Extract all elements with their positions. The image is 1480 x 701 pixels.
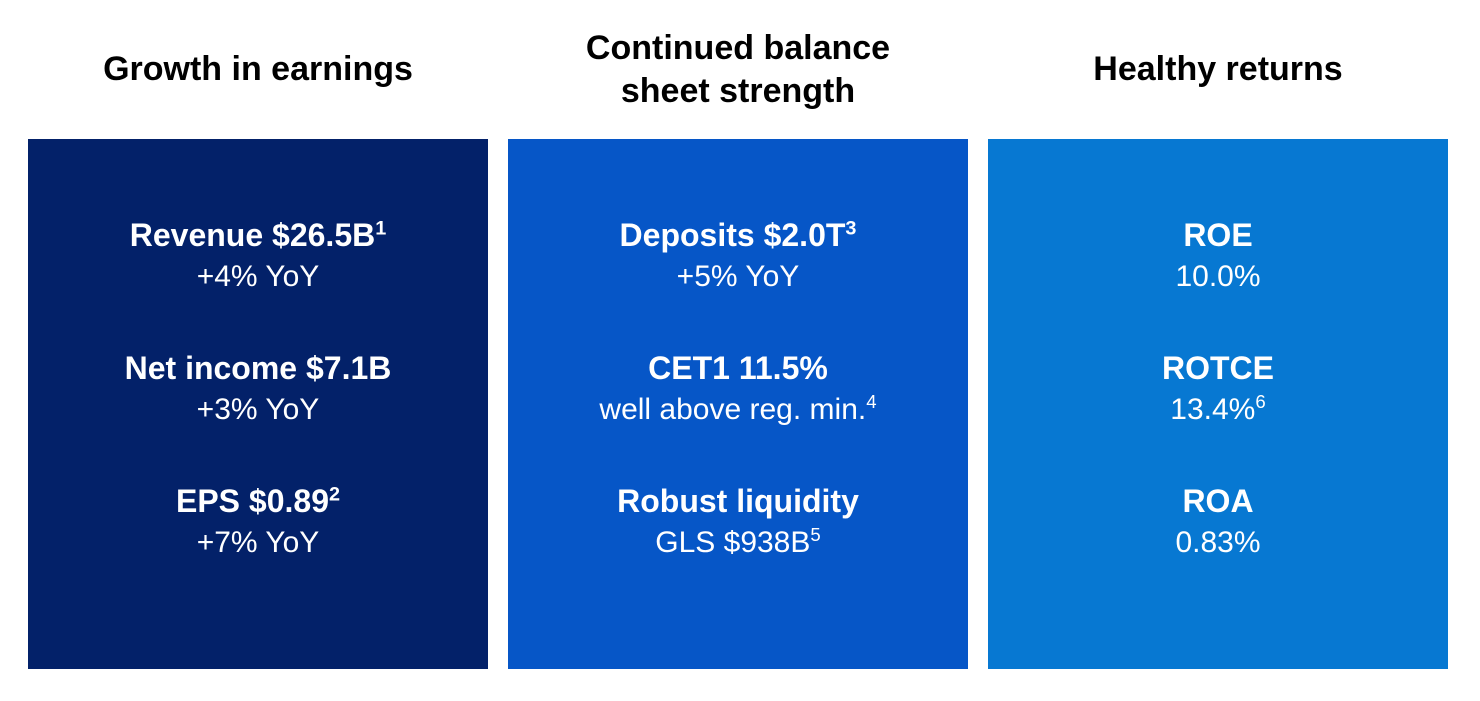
heading-growth-in-earnings: Growth in earnings — [28, 0, 488, 139]
metric-roe-title: ROE — [1175, 215, 1260, 257]
heading-line: Healthy returns — [1093, 50, 1343, 89]
metric-roa: ROA 0.83% — [1175, 481, 1260, 562]
metric-subtitle-text: +5% YoY — [676, 259, 800, 293]
heading-line: Continued balance — [585, 28, 891, 67]
metrics-box-balance-sheet-strength: Deposits $2.0T3 +5% YoY CET1 11.5% well … — [508, 139, 968, 669]
column-growth-in-earnings: Growth in earnings Revenue $26.5B1 +4% Y… — [28, 0, 488, 669]
metric-eps: EPS $0.892 +7% YoY — [176, 481, 340, 562]
metric-title-text: Net income $7.1B — [124, 350, 392, 387]
metric-deposits-title: Deposits $2.0T3 — [620, 215, 857, 257]
metric-subtitle-text: +3% YoY — [196, 392, 320, 426]
metric-title-text: ROE — [1183, 217, 1253, 253]
metric-roa-title: ROA — [1175, 481, 1260, 523]
metric-subtitle-text: GLS $938B — [655, 525, 811, 559]
column-balance-sheet-strength: Continued balance sheet strength Deposit… — [508, 0, 968, 669]
footnote-marker: 6 — [1255, 390, 1266, 412]
metric-roa-subtitle: 0.83% — [1175, 523, 1260, 563]
metric-subtitle-text: 10.0% — [1175, 259, 1261, 293]
metric-eps-subtitle: +7% YoY — [176, 523, 340, 563]
metric-title-text: Robust liquidity — [617, 483, 859, 520]
heading-line: sheet strength — [620, 71, 856, 110]
metric-cet1-title: CET1 11.5% — [599, 348, 876, 390]
footnote-marker: 3 — [845, 217, 857, 240]
metric-rotce: ROTCE 13.4%6 — [1162, 348, 1274, 429]
footnote-marker: 2 — [328, 483, 341, 506]
metric-title-text: ROA — [1182, 483, 1254, 520]
metric-subtitle-text: +4% YoY — [196, 259, 320, 293]
heading-healthy-returns: Healthy returns — [988, 0, 1448, 139]
metric-net-income-title: Net income $7.1B — [125, 348, 392, 390]
footnote-marker: 1 — [375, 217, 387, 240]
columns-container: Growth in earnings Revenue $26.5B1 +4% Y… — [28, 0, 1448, 669]
metric-roe: ROE 10.0% — [1175, 215, 1260, 296]
metric-rotce-title: ROTCE — [1162, 348, 1274, 390]
footnote-marker: 5 — [810, 523, 821, 545]
metric-liquidity-title: Robust liquidity — [617, 481, 859, 523]
metric-deposits-subtitle: +5% YoY — [620, 257, 857, 297]
metric-deposits: Deposits $2.0T3 +5% YoY — [620, 215, 857, 296]
metric-title-text: Deposits $2.0T — [619, 217, 846, 253]
metric-subtitle-text: well above reg. min. — [599, 392, 867, 426]
column-healthy-returns: Healthy returns ROE 10.0% ROTCE 13.4%6 R… — [988, 0, 1448, 669]
metric-liquidity-subtitle: GLS $938B5 — [617, 523, 859, 563]
metric-net-income-subtitle: +3% YoY — [125, 390, 392, 430]
metric-subtitle-text: 0.83% — [1175, 525, 1261, 559]
metric-title-text: Revenue $26.5B — [129, 217, 376, 253]
metric-title-text: EPS $0.89 — [175, 483, 329, 520]
metric-liquidity: Robust liquidity GLS $938B5 — [617, 481, 859, 562]
heading-balance-sheet-strength: Continued balance sheet strength — [508, 0, 968, 139]
metric-cet1-subtitle: well above reg. min.4 — [599, 390, 876, 430]
metric-rotce-subtitle: 13.4%6 — [1162, 390, 1274, 430]
metric-revenue-title: Revenue $26.5B1 — [130, 215, 387, 257]
metric-revenue-subtitle: +4% YoY — [130, 257, 387, 297]
heading-line: Growth in earnings — [103, 50, 413, 89]
metrics-box-healthy-returns: ROE 10.0% ROTCE 13.4%6 ROA 0.83% — [988, 139, 1448, 669]
metric-subtitle-text: 13.4% — [1170, 392, 1256, 426]
footnote-marker: 4 — [866, 390, 877, 412]
metrics-box-growth-in-earnings: Revenue $26.5B1 +4% YoY Net income $7.1B… — [28, 139, 488, 669]
metric-cet1: CET1 11.5% well above reg. min.4 — [599, 348, 876, 429]
metric-net-income: Net income $7.1B +3% YoY — [125, 348, 392, 429]
metric-subtitle-text: +7% YoY — [196, 525, 320, 559]
metric-title-text: CET1 11.5% — [648, 350, 828, 387]
metric-title-text: ROTCE — [1162, 350, 1274, 387]
metric-revenue: Revenue $26.5B1 +4% YoY — [130, 215, 387, 296]
metric-eps-title: EPS $0.892 — [176, 481, 340, 523]
metric-roe-subtitle: 10.0% — [1175, 257, 1260, 297]
